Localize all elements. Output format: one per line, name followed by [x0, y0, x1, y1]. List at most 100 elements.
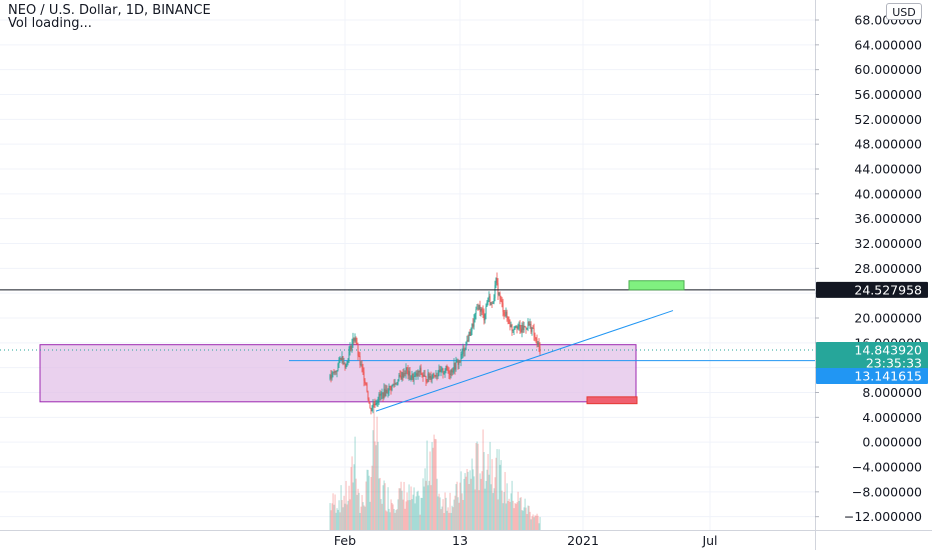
- volume-bar: [346, 504, 348, 530]
- volume-bar: [449, 492, 451, 530]
- candle-body: [458, 360, 460, 365]
- volume-bar: [412, 494, 414, 530]
- volume-bar: [459, 482, 461, 530]
- last-price-label: 14.843920: [854, 343, 922, 358]
- candle-body: [530, 323, 532, 332]
- candle-body: [414, 375, 416, 377]
- candle-body: [462, 348, 464, 354]
- candle-body: [464, 350, 466, 352]
- candle-body: [466, 340, 468, 342]
- candle-body: [481, 308, 483, 311]
- volume-bar: [334, 494, 336, 530]
- countdown-label: 23:35:33: [866, 356, 922, 371]
- candle-body: [447, 369, 449, 371]
- candle-body: [528, 321, 530, 326]
- candle-body: [446, 365, 448, 370]
- candle-body: [510, 324, 512, 328]
- price-axis[interactable]: 68.00000064.00000060.00000056.00000052.0…: [815, 0, 922, 550]
- candle-body: [351, 342, 353, 350]
- y-tick-label: 32.000000: [854, 236, 922, 251]
- candle-body: [424, 375, 426, 377]
- volume-bar: [478, 490, 480, 530]
- volume-bar: [357, 488, 359, 530]
- volume-bar: [434, 438, 436, 530]
- candle-body: [523, 326, 525, 331]
- candle-body: [483, 312, 485, 321]
- time-axis[interactable]: Feb 13 2021 Jul: [0, 530, 932, 549]
- candle-body: [480, 308, 482, 312]
- volume-bar: [495, 457, 497, 530]
- volume-bar: [375, 445, 377, 530]
- candle-body: [469, 331, 471, 336]
- candle-body: [383, 388, 385, 399]
- drawings-back: [0, 344, 815, 403]
- candle-body: [410, 378, 412, 380]
- currency-button[interactable]: USD: [886, 3, 922, 20]
- candle-body: [356, 343, 358, 345]
- y-tick-label: −12.000000: [844, 509, 922, 524]
- candle-body: [359, 356, 361, 365]
- candle-body: [451, 369, 453, 373]
- volume-bar: [451, 505, 453, 530]
- candle-body: [361, 364, 363, 368]
- volume-bar: [398, 488, 400, 530]
- candle-body: [366, 383, 368, 392]
- candle-body: [536, 339, 538, 345]
- stop-box[interactable]: [586, 396, 638, 405]
- volume-bar: [377, 441, 379, 530]
- candle-body: [506, 311, 508, 318]
- candle-body: [537, 342, 539, 345]
- volume-bar: [490, 484, 492, 530]
- volume-bar: [337, 509, 339, 530]
- volume-bar: [396, 509, 398, 530]
- candle-body: [484, 314, 486, 321]
- candle-body: [379, 394, 381, 396]
- candle-body: [348, 351, 350, 362]
- volume-bar: [390, 499, 392, 530]
- candle-body: [501, 300, 503, 304]
- volume-bar: [514, 503, 516, 530]
- candle-body: [389, 386, 391, 387]
- volume-bar: [473, 476, 475, 530]
- volume-bar: [511, 480, 513, 530]
- volume-bar: [410, 486, 412, 530]
- volume-bar: [401, 490, 403, 530]
- volume-bar: [391, 502, 393, 530]
- volume-bar: [475, 443, 477, 530]
- volume-bar: [539, 516, 541, 530]
- volume-bar: [456, 481, 458, 530]
- candle-body: [430, 375, 432, 380]
- volume-bar: [395, 510, 397, 530]
- candle-body: [426, 381, 428, 383]
- candle-body: [373, 403, 375, 405]
- candle-body: [365, 383, 367, 384]
- volume-bar: [379, 477, 381, 530]
- volume-bar: [479, 473, 481, 530]
- candle-body: [463, 348, 465, 352]
- candle-body: [526, 328, 528, 330]
- volume-bar: [344, 503, 346, 530]
- trendline[interactable]: [375, 310, 674, 412]
- volume-bar: [465, 476, 467, 530]
- volume-bar: [429, 451, 431, 530]
- volume-bar: [408, 484, 410, 530]
- volume-bar: [517, 491, 519, 530]
- candle-body: [498, 292, 500, 295]
- volume-bar: [527, 505, 529, 530]
- candle-body: [467, 340, 469, 341]
- candle-body: [349, 345, 351, 352]
- candle-body: [449, 373, 451, 375]
- candle-body: [519, 324, 521, 329]
- candle-body: [385, 389, 387, 396]
- volume-bar: [365, 481, 367, 530]
- target-box[interactable]: [628, 280, 685, 291]
- support-rectangle[interactable]: [39, 344, 637, 403]
- volume-bar: [428, 480, 430, 530]
- candle-body: [520, 328, 522, 332]
- volume-bar: [420, 497, 422, 530]
- volume-bar: [484, 488, 486, 530]
- candle-body: [436, 375, 438, 377]
- candle-body: [405, 367, 407, 375]
- y-tick-label: −8.000000: [852, 484, 922, 499]
